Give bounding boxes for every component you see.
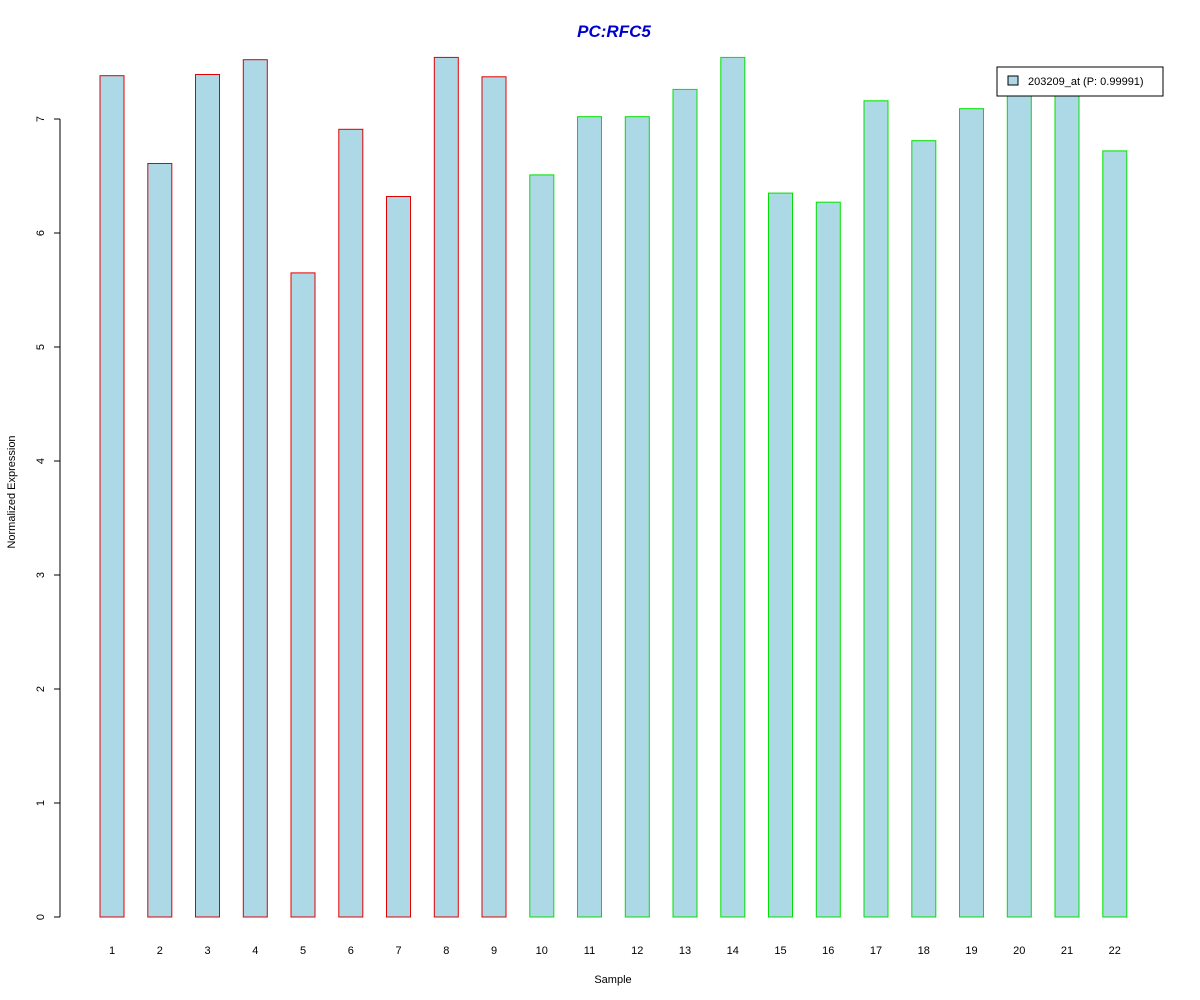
x-tick-label: 7 [395,945,401,957]
x-tick-label: 15 [774,945,786,957]
y-tick-label: 6 [35,230,47,236]
x-tick-label: 22 [1109,945,1121,957]
x-tick-label: 5 [300,945,306,957]
bar [290,272,316,918]
bar [147,163,173,918]
x-tick-label: 21 [1061,945,1073,957]
bar [99,75,125,918]
bar [433,56,459,918]
x-tick-label: 17 [870,945,882,957]
y-axis-label: Normalized Expression [6,435,18,548]
x-tick-label: 16 [822,945,834,957]
bar [768,192,793,918]
y-tick-label: 1 [35,800,47,806]
legend-box [996,66,1164,97]
x-tick-label: 4 [252,945,258,957]
x-tick-label: 20 [1013,945,1025,957]
bar [1102,150,1128,918]
bar [863,100,889,918]
x-axis-label: Sample [594,974,631,986]
y-tick-label: 4 [35,458,47,464]
x-tick-label: 14 [727,945,739,957]
x-axis-tick-labels: 1 2 3 4 5 6 7 8 9 10 11 12 13 14 15 16 17 18 19 20 21 22 [109,945,1121,957]
bar [815,201,841,918]
bar [338,128,364,918]
bar [1054,84,1080,918]
bar [624,116,650,918]
bar [577,116,602,918]
bar [481,76,507,918]
legend-swatch [1007,75,1019,86]
bar [195,74,220,918]
y-axis: 0 1 2 3 4 5 6 7 [35,116,61,920]
y-tick-label: 5 [35,344,47,350]
bar [386,196,411,918]
bar [911,140,937,918]
x-tick-label: 2 [157,945,163,957]
y-tick-label: 7 [35,116,47,122]
bar [720,56,746,918]
bars [99,56,1128,918]
y-tick-label: 3 [35,572,47,578]
bar [1006,82,1032,918]
x-tick-label: 6 [348,945,354,957]
x-tick-label: 10 [536,945,548,957]
x-tick-label: 3 [204,945,210,957]
bar [529,174,555,918]
bar [242,59,268,918]
y-tick-label: 2 [35,686,47,692]
x-tick-label: 18 [918,945,930,957]
x-tick-label: 13 [679,945,691,957]
x-tick-label: 1 [109,945,115,957]
y-tick-label: 0 [35,914,47,920]
bar [672,88,698,918]
x-tick-label: 9 [491,945,497,957]
x-tick-label: 19 [965,945,977,957]
x-tick-label: 11 [584,945,595,957]
x-tick-label: 8 [443,945,449,957]
legend: 203209_at (P: 0.99991) [996,66,1164,97]
chart-title: PC:RFC5 [577,22,651,41]
bar [959,108,984,918]
x-tick-label: 12 [631,945,643,957]
legend-label: 203209_at (P: 0.99991) [1028,76,1144,88]
